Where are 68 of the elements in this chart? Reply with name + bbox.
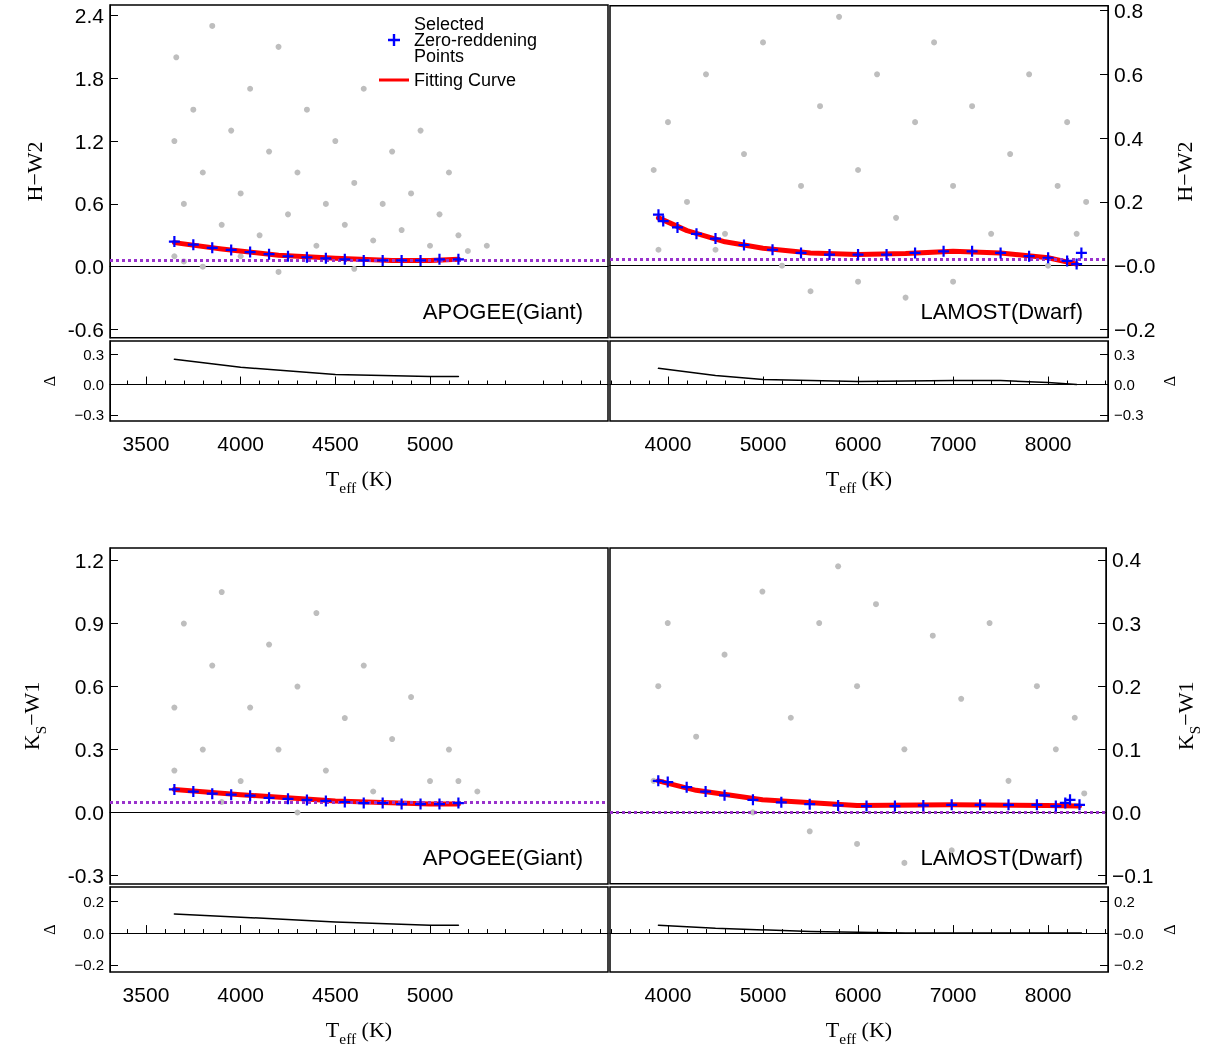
y-tick-label: 0.3 <box>74 738 104 762</box>
y2-tick-label: 0.1 <box>1112 737 1142 761</box>
legend-label: Selected Zero-reddening Points <box>414 14 543 66</box>
y-tick-label: 0.0 <box>74 801 104 825</box>
y-tick-label: 0.3 <box>83 345 104 363</box>
y-tick-label: -0.3 <box>67 864 104 887</box>
y-tick-label: 0.0 <box>74 255 104 279</box>
y2-tick-label: −0.2 <box>1114 956 1144 974</box>
y-tick-label: 0.2 <box>83 892 104 910</box>
y2-tick-label: −0.1 <box>1112 864 1154 887</box>
legend-label: Fitting Curve <box>414 70 517 90</box>
y-tick-label: 0.0 <box>83 376 104 394</box>
annotation: LAMOST(Dwarf) <box>920 844 1083 870</box>
y2-tick-label: 0.6 <box>1114 62 1144 86</box>
y-axis-title: Δ <box>40 924 58 935</box>
x-tick-label: 3500 <box>122 983 170 1006</box>
x-tick-label: 6000 <box>834 432 882 455</box>
y2-tick-label: −0.0 <box>1114 924 1144 942</box>
y-tick-label: −0.2 <box>74 956 104 974</box>
x-tick-label: 4000 <box>217 432 265 455</box>
y2-tick-label: 0.2 <box>1114 892 1135 910</box>
y2-axis-title: H−W2 <box>1171 141 1197 202</box>
x-tick-label: 5000 <box>406 432 454 455</box>
y-tick-label: 0.9 <box>74 612 104 636</box>
x-tick-label: 5000 <box>739 983 787 1006</box>
x-tick-label: 7000 <box>929 983 977 1006</box>
x-tick-label: 5000 <box>406 983 454 1006</box>
x-tick-label: 4000 <box>217 983 265 1006</box>
x-tick-label: 7000 <box>929 432 977 455</box>
y2-axis-title: Δ <box>1160 924 1178 935</box>
y2-axis-title: KS−W1 <box>1172 681 1203 751</box>
x-tick-label: 3500 <box>122 432 170 455</box>
y2-axis-title: Δ <box>1160 375 1178 387</box>
y2-tick-label: 0.0 <box>1112 800 1142 824</box>
annotation: APOGEE(Giant) <box>422 298 583 324</box>
x-tick-label: 5000 <box>739 432 787 455</box>
x-tick-label: 4500 <box>311 983 359 1006</box>
y2-tick-label: 0.2 <box>1114 190 1144 214</box>
y-tick-label: 0.6 <box>74 192 104 216</box>
y-tick-label: 0.6 <box>74 675 104 699</box>
x-tick-label: 4000 <box>644 432 692 455</box>
y-tick-label: -0.6 <box>67 318 104 341</box>
x-tick-label: 8000 <box>1024 432 1072 455</box>
y-tick-label: 0.0 <box>83 924 104 942</box>
y2-tick-label: 0.4 <box>1112 548 1142 572</box>
y-axis-title: H−W2 <box>21 141 47 202</box>
y-tick-label: −0.3 <box>74 406 104 424</box>
annotation: APOGEE(Giant) <box>422 844 583 870</box>
y-axis-title: Δ <box>40 375 58 387</box>
x-tick-label: 4000 <box>644 983 692 1006</box>
y-tick-label: 1.8 <box>74 66 104 90</box>
y-tick-label: 1.2 <box>74 129 104 153</box>
y2-tick-label: 0.3 <box>1114 345 1135 363</box>
y-tick-label: 1.2 <box>74 549 104 573</box>
x-tick-label: 6000 <box>834 983 882 1006</box>
y2-tick-label: −0.3 <box>1114 406 1144 424</box>
x-tick-label: 8000 <box>1024 983 1072 1006</box>
y-axis-title: KS−W1 <box>18 681 49 751</box>
y2-tick-label: 0.8 <box>1114 0 1144 22</box>
y2-tick-label: 0.0 <box>1114 376 1135 394</box>
y2-tick-label: −0.2 <box>1114 318 1156 342</box>
x-tick-label: 4500 <box>311 432 359 455</box>
y2-tick-label: 0.4 <box>1114 126 1144 150</box>
annotation: LAMOST(Dwarf) <box>920 298 1083 324</box>
y2-tick-label: 0.2 <box>1112 674 1142 698</box>
y2-tick-label: −0.0 <box>1114 254 1156 278</box>
y2-tick-label: 0.3 <box>1112 611 1142 635</box>
y-tick-label: 2.4 <box>74 3 105 27</box>
